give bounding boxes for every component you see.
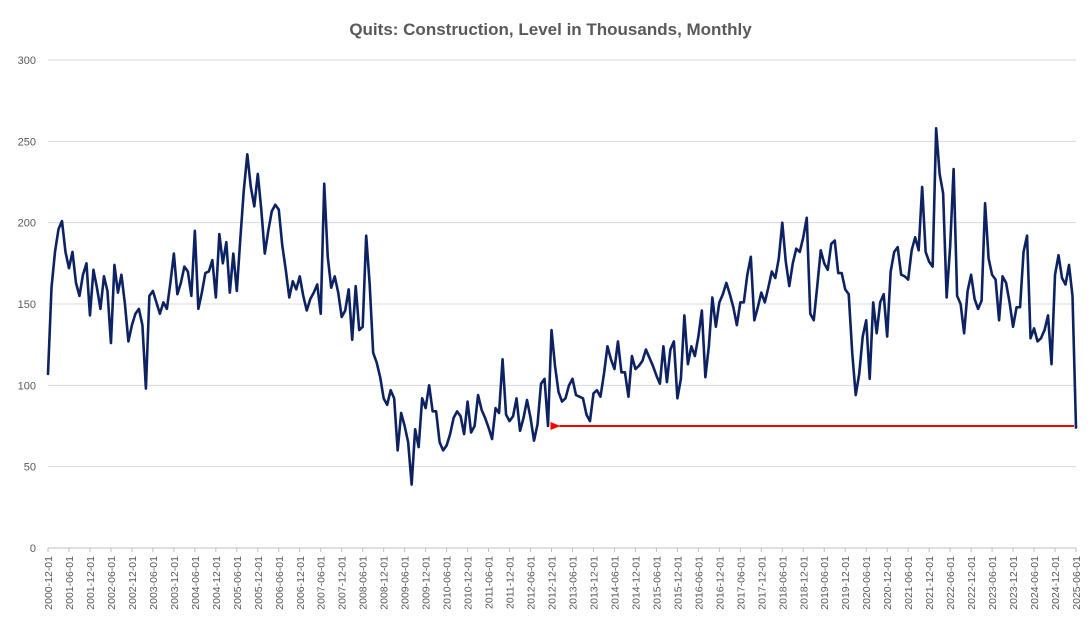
x-tick-label: 2021-06-01	[903, 556, 915, 610]
y-tick-label: 250	[18, 136, 36, 148]
x-tick-label: 2012-06-01	[526, 556, 538, 610]
x-tick-label: 2011-06-01	[484, 556, 496, 609]
x-tick-label: 2020-12-01	[882, 556, 894, 610]
x-tick-label: 2018-12-01	[798, 556, 810, 610]
x-tick-label: 2010-12-01	[463, 556, 475, 610]
x-tick-label: 2008-06-01	[358, 556, 370, 610]
x-tick-label: 2018-06-01	[777, 556, 789, 610]
x-tick-label: 2000-12-01	[43, 556, 55, 610]
x-tick-label: 2016-06-01	[693, 556, 705, 610]
x-tick-label: 2012-12-01	[547, 556, 559, 610]
x-tick-label: 2015-12-01	[672, 556, 684, 610]
x-tick-label: 2024-12-01	[1050, 556, 1062, 610]
series-line	[46, 127, 1078, 486]
x-tick-label: 2013-12-01	[588, 556, 600, 610]
x-tick-label: 2004-12-01	[211, 556, 223, 610]
x-tick-label: 2017-06-01	[735, 556, 747, 610]
x-tick-label: 2002-06-01	[106, 556, 118, 610]
x-tick-label: 2020-06-01	[861, 556, 873, 610]
y-tick-label: 0	[30, 543, 36, 555]
y-tick-label: 150	[18, 299, 36, 311]
x-tick-label: 2016-12-01	[714, 556, 726, 610]
y-tick-label: 100	[18, 380, 36, 392]
x-tick-label: 2011-12-01	[505, 556, 517, 609]
x-tick-label: 2008-12-01	[379, 556, 391, 610]
x-tick-label: 2007-12-01	[337, 556, 349, 610]
y-tick-label: 300	[18, 55, 36, 67]
x-tick-label: 2003-12-01	[169, 556, 181, 610]
x-tick-label: 2002-12-01	[127, 556, 139, 610]
x-tick-label: 2015-06-01	[651, 556, 663, 610]
x-tick-label: 2023-12-01	[1008, 556, 1020, 610]
y-tick-label: 200	[18, 218, 36, 230]
x-tick-label: 2022-12-01	[966, 556, 978, 610]
x-tick-label: 2019-06-01	[819, 556, 831, 610]
x-tick-label: 2005-12-01	[253, 556, 265, 610]
x-tick-label: 2023-06-01	[987, 556, 999, 610]
x-tick-label: 2022-06-01	[945, 556, 957, 610]
chart-title: Quits: Construction, Level in Thousands,…	[349, 20, 752, 39]
x-tick-label: 2013-06-01	[567, 556, 579, 610]
series-layer	[46, 127, 1078, 486]
x-tick-label: 2021-12-01	[924, 556, 936, 610]
x-tick-label: 2009-12-01	[421, 556, 433, 610]
x-tick-label: 2006-06-01	[274, 556, 286, 610]
x-tick-label: 2014-12-01	[630, 556, 642, 610]
x-tick-label: 2017-12-01	[756, 556, 768, 610]
x-tick-label: 2006-12-01	[295, 556, 307, 610]
gridlines	[48, 59, 1076, 549]
axes: 0 50 100 150 200 250 300 2000-12-01 2001-06-01 20…	[18, 55, 1083, 610]
x-tick-label: 2014-06-01	[609, 556, 621, 610]
x-tick-label: 2007-06-01	[316, 556, 328, 610]
x-tick-label: 2024-06-01	[1029, 556, 1041, 610]
x-tick-label: 2005-06-01	[232, 556, 244, 610]
x-tick-label: 2025-06-01	[1071, 556, 1083, 610]
x-tick-label: 2009-06-01	[400, 556, 412, 610]
x-tick-label: 2019-12-01	[840, 556, 852, 610]
x-tick-label: 2001-12-01	[85, 556, 97, 610]
x-tick-label: 2004-06-01	[190, 556, 202, 610]
x-tick-label: 2003-06-01	[148, 556, 160, 610]
x-tick-label: 2001-06-01	[64, 556, 76, 610]
x-tick-label: 2010-06-01	[442, 556, 454, 610]
y-tick-label: 50	[24, 462, 36, 474]
